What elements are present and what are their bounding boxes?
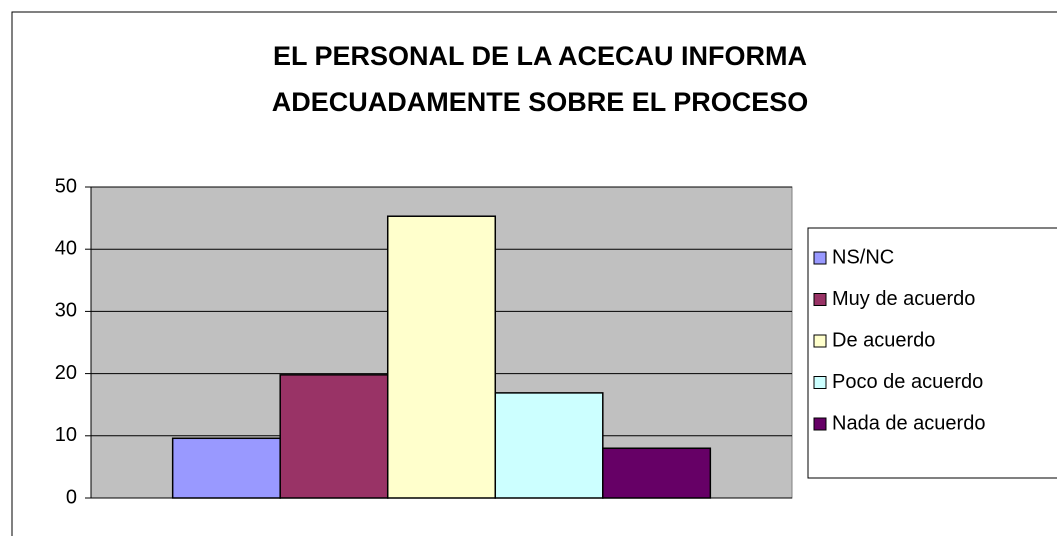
legend-label: Nada de acuerdo	[832, 412, 985, 434]
y-tick-label: 30	[55, 300, 77, 322]
legend-swatch	[813, 376, 827, 389]
chart-title: ADECUADAMENTE SOBRE EL PROCESO	[272, 87, 809, 117]
legend-label: NS/NC	[832, 246, 894, 268]
legend-swatch	[813, 417, 827, 431]
bar	[494, 392, 604, 499]
y-tick-label: 50	[55, 175, 77, 197]
legend-swatch	[813, 251, 827, 265]
bar	[386, 215, 497, 499]
legend-swatch	[813, 293, 827, 306]
bar	[602, 447, 712, 499]
y-tick-label: 0	[66, 486, 77, 508]
chart-title: EL PERSONAL DE LA ACECAU INFORMA	[273, 41, 807, 71]
y-tick-label: 20	[55, 362, 77, 384]
bar	[279, 374, 389, 499]
legend-label: Poco de acuerdo	[832, 371, 983, 393]
bar	[171, 437, 281, 499]
y-tick-label: 10	[55, 424, 77, 446]
legend-label: De acuerdo	[832, 329, 935, 351]
legend-label: Muy de acuerdo	[832, 288, 975, 310]
legend-box	[807, 227, 1057, 479]
y-tick-label: 40	[55, 237, 77, 259]
legend-swatch	[813, 334, 827, 348]
